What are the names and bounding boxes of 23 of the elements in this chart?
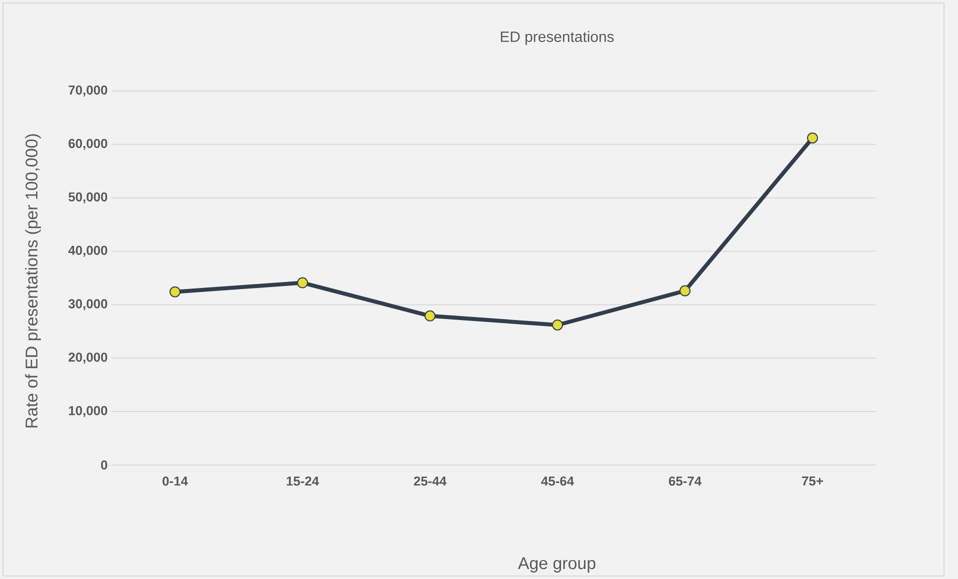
y-tick-label: 20,000 (68, 352, 108, 364)
y-axis-title: Rate of ED presentations (per 100,000) (25, 134, 41, 428)
y-tick-label: 30,000 (68, 299, 108, 310)
y-tick-label: 10,000 (68, 406, 108, 418)
point (170, 286, 181, 298)
y-tick-label: 0 (101, 460, 108, 470)
x-tick-label: 0-14 (162, 476, 188, 486)
point (552, 320, 564, 330)
x-tick-label: 65-74 (668, 476, 702, 486)
y-tick-label: 70,000 (68, 85, 108, 97)
point (807, 132, 818, 144)
x-tick-label: 45-64 (541, 476, 574, 486)
point (424, 310, 436, 322)
point (680, 285, 691, 296)
y-tick-label: 60,000 (68, 138, 108, 150)
x-tick-label: 15-24 (286, 476, 319, 486)
y-tick-label: 50,000 (68, 192, 108, 204)
point (297, 277, 308, 288)
x-tick-label: 75+ (802, 476, 823, 486)
x-axis-title: Age group (518, 557, 596, 573)
y-tick-label: 40,000 (68, 246, 108, 257)
chart-title: ED presentations (500, 31, 614, 45)
x-tick-label: 25-44 (414, 476, 446, 486)
